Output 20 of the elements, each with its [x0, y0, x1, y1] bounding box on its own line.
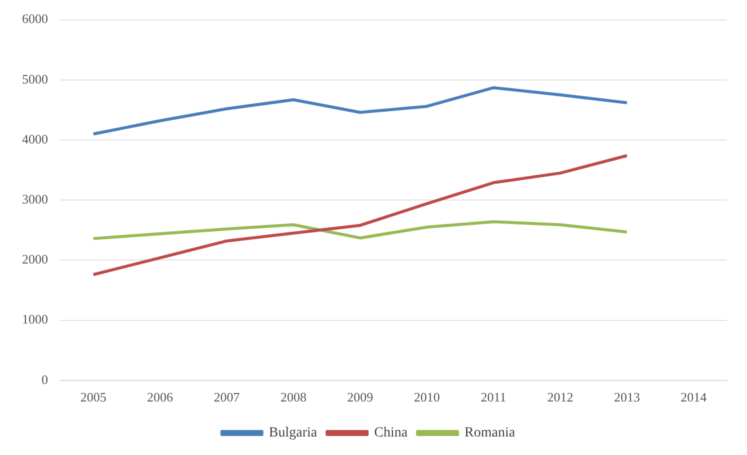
x-tick-label: 2012 [547, 390, 574, 405]
legend-label: China [374, 426, 408, 441]
y-tick-label: 4000 [22, 131, 48, 146]
y-tick-label: 1000 [22, 312, 48, 327]
y-tick-label: 0 [42, 372, 48, 387]
y-tick-label: 5000 [22, 71, 48, 86]
x-tick-label: 2011 [480, 390, 506, 405]
x-tick-label: 2007 [214, 390, 240, 405]
y-tick-label: 3000 [22, 192, 48, 207]
x-tick-label: 2008 [280, 390, 306, 405]
x-tick-label: 2013 [614, 390, 640, 405]
legend-label: Romania [464, 426, 516, 441]
x-tick-label: 2010 [414, 390, 440, 405]
legend-label: Bulgaria [268, 426, 318, 441]
x-tick-label: 2006 [147, 390, 174, 405]
x-tick-label: 2014 [680, 390, 708, 405]
x-tick-label: 2009 [347, 390, 374, 405]
x-tick-label: 2005 [80, 390, 106, 405]
y-tick-label: 2000 [22, 252, 48, 267]
y-tick-label: 6000 [22, 11, 48, 26]
